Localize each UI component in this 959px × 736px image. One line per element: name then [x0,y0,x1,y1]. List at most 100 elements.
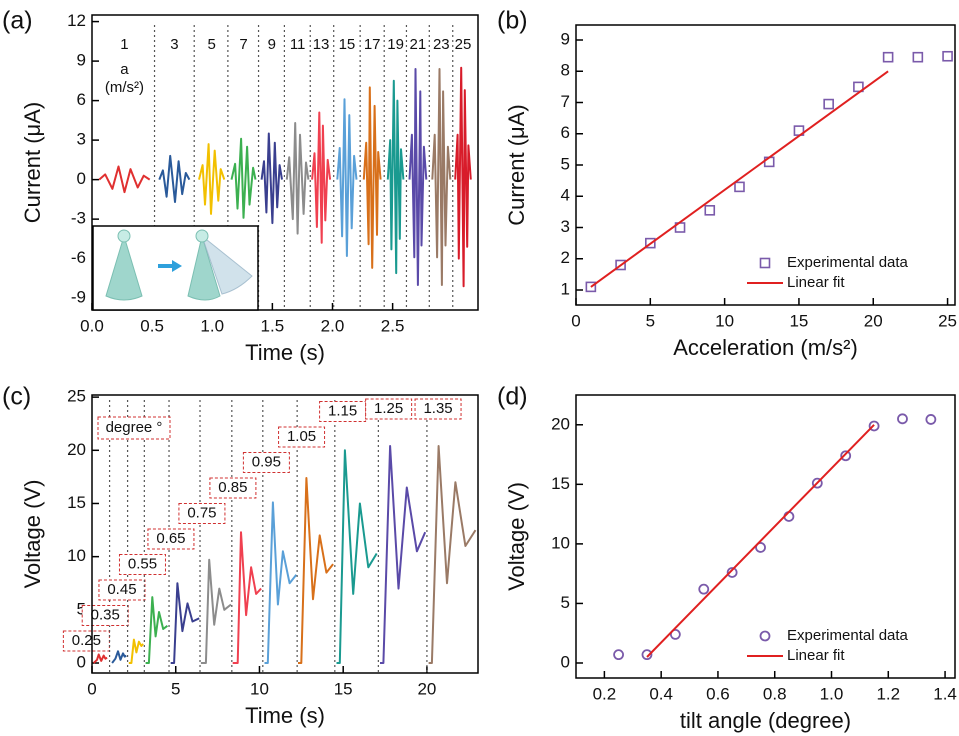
x-tick-label: 5 [646,311,655,330]
plot-frame [575,24,956,306]
burst-label: 15 [339,36,356,53]
waveform [336,449,378,664]
waveform [311,111,332,244]
x-tick-label: 10 [715,311,734,330]
y-tick-label: -6 [71,248,86,267]
data-point [925,414,937,425]
x-tick-label: 1.0 [200,316,224,335]
plot-frame [575,394,956,679]
burst-label: 17 [364,36,381,53]
label-box [147,528,195,550]
waveform [93,653,108,664]
waveform [298,477,334,664]
data-point [585,281,597,293]
data-point [645,237,656,249]
y-tick-label: -3 [71,209,86,228]
x-tick-label: 2.5 [381,316,405,335]
burst-label: 21 [410,36,427,53]
waveform [260,132,283,225]
waveform [386,79,405,275]
x-tick-label: 20 [864,311,883,330]
y-tick-label: 9 [561,29,570,48]
data-point [840,450,852,462]
data-point [823,98,834,110]
waveform [264,501,298,664]
data-point [811,477,823,489]
label-box [97,416,171,440]
burst-label: 11 [290,36,306,53]
x-tick-label: 1.0 [820,684,844,703]
data-point [734,181,745,193]
y-axis-title: Current (μA) [20,102,45,223]
waveform [454,66,472,288]
y-tick-label: 25 [67,387,86,406]
y-tick-label: 3 [77,130,86,149]
annotation: degree ° [106,419,163,436]
panel-label: (d) [497,383,528,411]
legend-marker [759,630,771,642]
y-tick-label: 10 [67,546,86,565]
label-box [365,398,413,420]
waveform [128,638,144,664]
inset-illustration [92,225,259,311]
x-tick-label: 2.0 [321,316,345,335]
y-tick-label: 4 [561,186,570,205]
x-tick-label: 15 [334,679,353,698]
waveform [230,137,257,219]
y-tick-label: 3 [561,217,570,236]
x-tick-label: 15 [789,311,808,330]
x-axis-title: Time (s) [245,340,325,365]
y-tick-label: 6 [561,123,570,142]
annotation: a [120,61,129,78]
data-point [897,413,908,425]
y-tick-label: 0 [77,652,86,671]
data-point [868,420,880,432]
plot-frame [91,394,479,674]
data-point [853,81,864,93]
data-point [704,205,716,216]
label-box [98,579,146,601]
legend-marker [759,257,771,269]
data-point [641,649,653,661]
tilt-label: 1.25 [374,400,403,417]
y-tick-label: 5 [77,599,86,618]
tilt-label: 0.45 [107,581,136,598]
annotation: (m/s²) [105,79,144,96]
burst-label: 19 [387,36,404,53]
waveform [428,445,477,664]
x-axis-title: tilt angle (degree) [680,708,851,733]
label-box [209,477,257,499]
waveform [431,68,452,286]
waveform [232,531,262,664]
y-axis-title: Voltage (V) [20,480,45,589]
burst-label: 25 [455,36,472,53]
y-tick-label: 0 [77,169,86,188]
y-tick-label: 5 [561,154,570,173]
x-tick-label: 1.2 [876,684,900,703]
burst-label: 13 [313,36,330,53]
data-point [615,259,626,271]
waveform [170,582,200,664]
label-box [242,452,290,473]
y-tick-label: 12 [67,11,86,30]
legend-label: Experimental data [787,627,909,644]
tilt-label: 1.05 [287,428,316,445]
x-tick-label: 0.6 [706,684,730,703]
x-tick-label: 0.0 [80,316,104,335]
y-tick-label: 0 [561,652,570,671]
legend-label: Experimental data [787,254,909,271]
data-point [698,583,710,595]
x-tick-label: 1.4 [933,684,957,703]
tilt-label: 0.75 [187,504,216,521]
x-tick-label: 1.5 [261,316,285,335]
panel-label: (c) [2,383,31,411]
data-point [669,629,681,640]
waveform [98,165,151,194]
burst-label: 23 [433,36,450,53]
y-tick-label: -9 [71,288,86,307]
label-box [414,398,462,420]
y-tick-label: 8 [561,61,570,80]
tilt-label: 0.55 [128,555,157,572]
data-point [942,50,953,62]
label-box [178,503,226,524]
